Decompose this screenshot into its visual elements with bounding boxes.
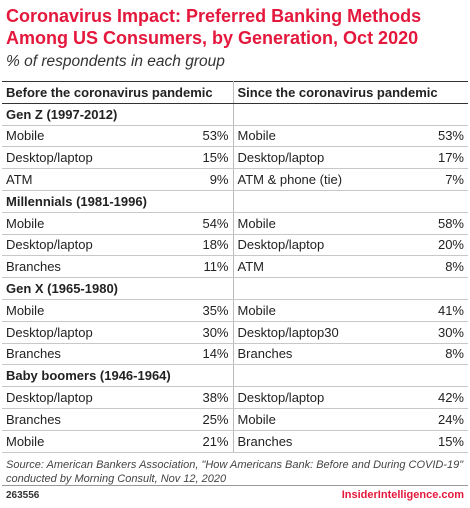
cell-label: Branches: [233, 430, 383, 453]
cell-label: Mobile: [2, 299, 152, 322]
cell-label: Mobile: [2, 125, 152, 148]
group-row: Gen X (1965-1980): [2, 277, 468, 300]
cell-label: Mobile: [233, 125, 383, 148]
cell-label: Mobile: [233, 408, 383, 431]
cell-value: 14%: [152, 343, 234, 366]
cell-label: Branches: [2, 343, 152, 366]
cell-value: 42%: [383, 386, 468, 409]
cell-label: ATM: [233, 255, 383, 279]
cell-value: 53%: [383, 125, 468, 148]
cell-label: Branches: [2, 408, 152, 431]
group-name: Baby boomers (1946-1964): [2, 364, 234, 388]
cell-label: Mobile: [2, 212, 152, 235]
cell-value: 20%: [383, 234, 468, 257]
row: Mobile 53% Mobile 53%: [2, 125, 468, 148]
row: Desktop/laptop 30% Desktop/laptop30 30%: [2, 321, 468, 344]
cell-value: 53%: [152, 125, 234, 148]
row: ATM 9% ATM & phone (tie) 7%: [2, 168, 468, 191]
cell-label: Branches: [2, 255, 152, 279]
cell-value: 18%: [152, 234, 234, 257]
group-row: Baby boomers (1946-1964): [2, 364, 468, 388]
column-header: Before the coronavirus pandemic: [2, 81, 234, 104]
cell-value: 8%: [383, 255, 468, 279]
cell-value: 9%: [152, 168, 234, 191]
cell-label: Mobile: [233, 299, 383, 322]
row: Branches 14% Branches 8%: [2, 343, 468, 366]
group-row: Gen Z (1997-2012): [2, 103, 468, 126]
cell-value: 38%: [152, 386, 234, 409]
group-blank: [233, 103, 468, 126]
cell-label: Desktop/laptop: [233, 386, 383, 409]
cell-value: 15%: [383, 430, 468, 453]
cell-value: 54%: [152, 212, 234, 235]
row: Branches 25% Mobile 24%: [2, 408, 468, 431]
cell-value: 8%: [383, 343, 468, 366]
cell-label: Desktop/laptop: [2, 146, 152, 170]
cell-label: Desktop/laptop: [233, 146, 383, 170]
cell-label: Mobile: [2, 430, 152, 453]
cell-label: Desktop/laptop: [233, 234, 383, 257]
row: Desktop/laptop 18% Desktop/laptop 20%: [2, 234, 468, 257]
cell-value: 58%: [383, 212, 468, 235]
cell-label: ATM: [2, 168, 152, 191]
cell-label: Desktop/laptop: [2, 386, 152, 409]
row: Mobile 35% Mobile 41%: [2, 299, 468, 322]
title: Coronavirus Impact: Preferred Banking Me…: [6, 6, 422, 48]
row: Mobile 21% Branches 15%: [2, 430, 468, 453]
cell-value: 30%: [383, 321, 468, 344]
cell-value: 7%: [383, 168, 468, 191]
group-blank: [233, 277, 468, 300]
header-row: Before the coronavirus pandemic Since the…: [2, 81, 468, 104]
cell-label: Branches: [233, 343, 383, 366]
cell-value: 30%: [152, 321, 234, 344]
row: Mobile 54% Mobile 58%: [2, 212, 468, 235]
cell-value: 35%: [152, 299, 234, 322]
subtitle: % of respondents in each group: [6, 53, 225, 70]
row: Desktop/laptop 15% Desktop/laptop 17%: [2, 146, 468, 170]
cell-value: 11%: [152, 255, 234, 279]
divider: [2, 485, 468, 486]
column-header: Since the coronavirus pandemic: [233, 81, 468, 104]
chart-code: 263556: [6, 490, 40, 501]
cell-label: Desktop/laptop30: [233, 321, 383, 344]
cell-value: 15%: [152, 146, 234, 170]
cell-value: 25%: [152, 408, 234, 431]
cell-label: Desktop/laptop: [2, 321, 152, 344]
cell-value: 21%: [152, 430, 234, 453]
cell-value: 41%: [383, 299, 468, 322]
table: Before the coronavirus pandemic Since the…: [2, 81, 468, 453]
row: Branches 11% ATM 8%: [2, 255, 468, 279]
group-blank: [233, 364, 468, 388]
group-name: Gen X (1965-1980): [2, 277, 234, 300]
cell-value: 17%: [383, 146, 468, 170]
cell-value: 24%: [383, 408, 468, 431]
cell-label: Desktop/laptop: [2, 234, 152, 257]
brand: InsiderIntelligence.com: [341, 489, 464, 501]
row: Desktop/laptop 38% Desktop/laptop 42%: [2, 386, 468, 409]
cell-label: Mobile: [233, 212, 383, 235]
group-name: Millennials (1981-1996): [2, 190, 234, 213]
cell-label: ATM & phone (tie): [233, 168, 383, 191]
group-row: Millennials (1981-1996): [2, 190, 468, 213]
group-name: Gen Z (1997-2012): [2, 103, 234, 126]
group-blank: [233, 190, 468, 213]
source: Source: American Bankers Association, "H…: [6, 459, 464, 485]
